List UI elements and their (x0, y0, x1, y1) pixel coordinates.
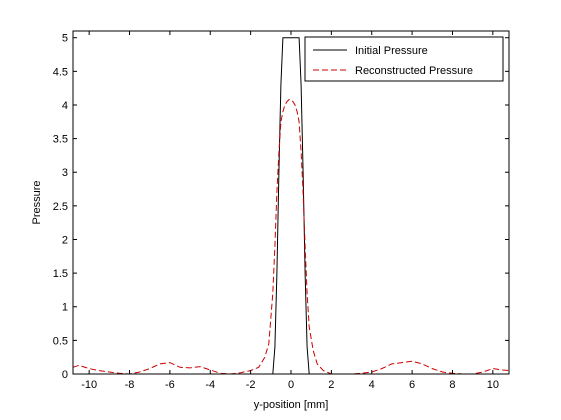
x-tick-label: 8 (449, 379, 455, 391)
series-line-initial-pressure (73, 37, 509, 375)
x-tick-label: -8 (125, 379, 135, 391)
x-axis-label: y-position [mm] (254, 399, 329, 411)
legend-label-initial-pressure: Initial Pressure (355, 45, 428, 57)
y-tick-label: 3 (62, 167, 68, 179)
ticks-layer: -10 -8 -6 -4 -2 0 2 4 6 8 10 0 0.5 1 1.5 2 2.5 3 3.5 4 4.5 5 (53, 31, 509, 391)
y-tick-label: 0 (62, 369, 68, 381)
x-tick-label: 6 (409, 379, 415, 391)
x-tick-label: -2 (246, 379, 256, 391)
x-tick-label: 2 (328, 379, 334, 391)
y-tick-label: 4.5 (53, 66, 68, 78)
y-tick-label: 3.5 (53, 134, 68, 146)
x-tick-label: -6 (165, 379, 175, 391)
y-tick-label: 2.5 (53, 201, 68, 213)
y-tick-label: 1.5 (53, 268, 68, 280)
legend: Initial Pressure Reconstructed Pressure (304, 36, 504, 82)
y-tick-label: 5 (62, 33, 68, 45)
x-tick-label: 0 (288, 379, 294, 391)
series-line-reconstructed-pressure (72, 99, 510, 375)
y-tick-label: 1 (62, 302, 68, 314)
series-layer (72, 37, 510, 375)
x-tick-label: -10 (81, 379, 97, 391)
y-axis-label: Pressure (31, 180, 43, 224)
x-tick-label: -4 (205, 379, 215, 391)
legend-label-reconstructed-pressure: Reconstructed Pressure (355, 65, 473, 77)
y-tick-label: 4 (62, 100, 68, 112)
x-tick-label: 10 (487, 379, 499, 391)
plot-area (73, 31, 509, 374)
x-tick-label: 4 (369, 379, 375, 391)
y-tick-label: 0.5 (53, 335, 68, 347)
legend-box (304, 36, 504, 82)
y-tick-label: 2 (62, 234, 68, 246)
